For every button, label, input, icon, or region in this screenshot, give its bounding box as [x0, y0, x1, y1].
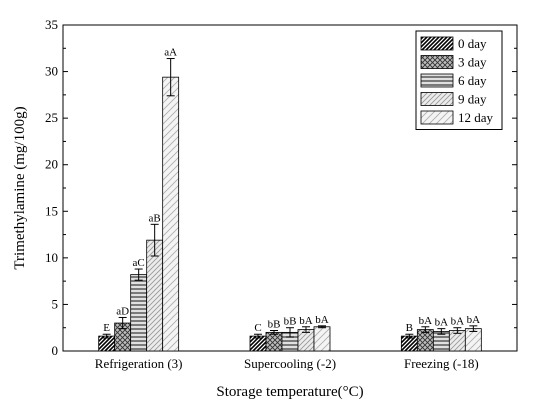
x-tick-label: Supercooling (-2) [244, 356, 336, 371]
legend-swatch [420, 110, 454, 125]
data-label: aB [149, 212, 161, 224]
data-label: bA [299, 315, 313, 327]
y-axis: 0 5 10 15 20 25 30 35 [45, 17, 517, 358]
y-tick-label: 35 [45, 17, 58, 32]
data-label: bA [451, 316, 465, 328]
legend-swatch [420, 73, 454, 88]
data-label: bB [268, 319, 281, 331]
data-label: bA [419, 315, 433, 327]
x-tick-label: Refrigeration (3) [95, 356, 183, 371]
data-label: C [254, 322, 261, 334]
bars-group [98, 76, 482, 352]
y-tick-label: 5 [52, 296, 59, 311]
x-axis: Refrigeration (3) Supercooling (-2) Freezi… [95, 346, 479, 371]
bar [313, 326, 331, 352]
bar [464, 328, 482, 352]
bar [146, 239, 164, 352]
legend-label: 3 day [458, 55, 487, 70]
y-tick-label: 30 [45, 64, 58, 79]
data-label: bB [284, 316, 297, 328]
legend-swatch [420, 36, 454, 51]
data-label: aD [116, 305, 129, 317]
y-tick-label: 15 [45, 203, 58, 218]
legend-swatch [420, 92, 454, 106]
data-label: bA [315, 314, 329, 326]
legend-swatch [420, 55, 454, 69]
y-axis-title: Trimethylamine (mg/100g) [12, 106, 28, 269]
bar [130, 274, 148, 352]
y-tick-label: 10 [45, 250, 58, 265]
legend-label: 0 day [458, 36, 487, 51]
x-axis-title: Storage temperature(°C) [216, 384, 363, 400]
error-bars-group [102, 58, 478, 339]
data-label: E [103, 322, 110, 334]
x-tick-label: Freezing (-18) [404, 356, 479, 371]
bar [265, 331, 283, 352]
legend-label: 9 day [458, 92, 487, 107]
bar [162, 76, 180, 352]
data-label: B [406, 322, 413, 334]
y-tick-label: 25 [45, 110, 58, 125]
data-label: bA [435, 317, 449, 329]
y-tick-label: 0 [52, 343, 59, 358]
legend-label: 12 day [458, 110, 494, 125]
y-tick-label: 20 [45, 157, 58, 172]
legend-label: 6 day [458, 73, 487, 88]
data-label: bA [467, 314, 481, 326]
data-label: aA [164, 47, 177, 59]
data-label: aC [133, 257, 145, 269]
legend: 0 day 3 day 6 day 9 day 12 day [415, 30, 503, 130]
